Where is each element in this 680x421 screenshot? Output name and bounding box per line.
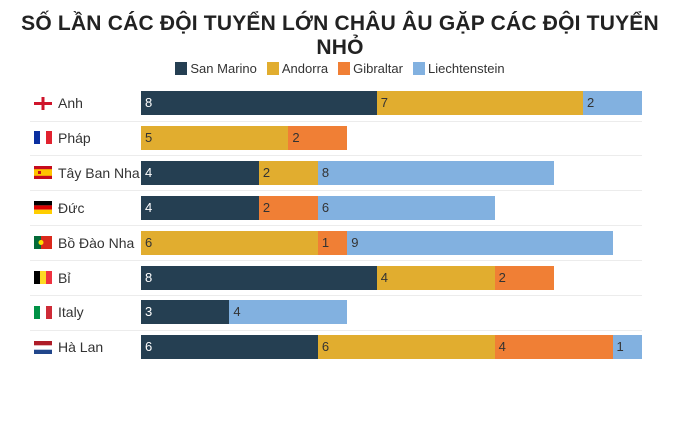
data-label: 2: [587, 95, 595, 110]
bar-segment-liechtenstein: 8: [317, 160, 554, 185]
bar-segment-gibraltar: 2: [494, 265, 554, 290]
row-divider: [30, 260, 642, 262]
row-divider: [30, 190, 642, 192]
data-label: 6: [321, 199, 330, 215]
bar-segment-gibraltar: 4: [494, 335, 613, 360]
data-label: 6: [145, 339, 153, 355]
bar-segment-liechtenstein: 4: [229, 300, 348, 325]
data-label: 1: [321, 234, 330, 250]
bar-segment-san-marino: 6: [141, 335, 318, 360]
category-label: Italy: [58, 304, 84, 321]
bar-segment-andorra: 6: [141, 230, 318, 255]
chart-title: SỐ LẦN CÁC ĐỘI TUYỂN LỚN CHÂU ÂU GẶP CÁC…: [21, 12, 659, 59]
england-flag-icon: [34, 96, 52, 110]
data-label: 9: [351, 234, 359, 250]
legend-swatch: [266, 62, 279, 75]
data-label: 4: [498, 339, 506, 355]
belgium-flag-icon: [34, 271, 52, 284]
legend-swatch: [175, 62, 188, 75]
legend-swatch: [338, 62, 351, 75]
bar-segment-san-marino: 8: [141, 91, 377, 115]
data-label: 8: [145, 95, 153, 110]
category-label: Hà Lan: [58, 339, 104, 356]
category-label: Tây Ban Nha: [58, 164, 140, 181]
legend-label: Andorra: [281, 61, 329, 76]
row-divider: [30, 329, 642, 331]
bar-segment-andorra: 6: [317, 335, 495, 360]
bar-segment-gibraltar: 2: [288, 125, 348, 150]
bar-segment-san-marino: 4: [141, 195, 259, 220]
bar-segment-san-marino: 8: [141, 265, 377, 290]
legend-label: San Marino: [190, 61, 257, 76]
bar-segment-andorra: 5: [141, 125, 289, 150]
row-divider: [30, 155, 642, 157]
data-label: 4: [380, 269, 388, 285]
bar-segment-andorra: 4: [376, 265, 495, 290]
data-label: 3: [145, 304, 153, 320]
data-label: 4: [233, 304, 241, 320]
row-divider: [30, 295, 642, 296]
data-label: 4: [145, 164, 153, 180]
legend: San Marino Andorra Gibraltar Liechtenstein: [0, 61, 680, 76]
netherlands-flag-icon: [34, 340, 52, 354]
portugal-flag-icon: [34, 236, 52, 250]
data-label: 4: [145, 199, 153, 215]
data-label: 2: [498, 269, 506, 285]
legend-label: Gibraltar: [353, 61, 403, 76]
category-label: Pháp: [58, 129, 91, 146]
legend-item: Gibraltar: [338, 61, 403, 76]
category-label: Bồ Đào Nha: [58, 234, 135, 251]
germany-flag-icon: [34, 201, 52, 215]
bar-segment-gibraltar: 2: [258, 195, 318, 220]
legend-item: Andorra: [266, 61, 329, 76]
data-label: 1: [616, 339, 624, 355]
data-label: 8: [321, 164, 330, 180]
bar-segment-liechtenstein: 2: [583, 91, 642, 115]
row-divider: [30, 225, 642, 227]
data-label: 2: [262, 199, 271, 215]
data-label: 7: [380, 95, 388, 110]
data-label: 8: [145, 269, 153, 285]
bar-segment-gibraltar: 1: [317, 230, 348, 255]
bar-segment-liechtenstein: 9: [347, 230, 613, 255]
france-flag-icon: [34, 131, 52, 145]
legend-swatch: [412, 62, 425, 75]
row-divider: [30, 120, 642, 122]
category-label: Đức: [58, 199, 85, 216]
category-label: Bỉ: [58, 269, 71, 286]
bar-segment-san-marino: 4: [141, 160, 259, 185]
bar-segment-liechtenstein: 6: [317, 195, 495, 220]
bar-segment-san-marino: 3: [141, 300, 230, 325]
data-label: 6: [145, 234, 153, 250]
bar-segment-andorra: 2: [258, 160, 318, 185]
legend-item: Liechtenstein: [412, 61, 505, 76]
legend-item: San Marino: [175, 61, 257, 76]
spain-flag-icon: [34, 166, 52, 180]
italy-flag-icon: [34, 305, 52, 319]
legend-label: Liechtenstein: [427, 61, 505, 76]
category-label: Anh: [58, 95, 83, 111]
data-label: 2: [262, 164, 271, 180]
data-label: 5: [145, 129, 153, 145]
bar-segment-liechtenstein: 1: [612, 335, 642, 360]
data-label: 6: [321, 339, 330, 355]
data-label: 2: [292, 129, 300, 145]
bar-segment-andorra: 7: [376, 91, 584, 115]
